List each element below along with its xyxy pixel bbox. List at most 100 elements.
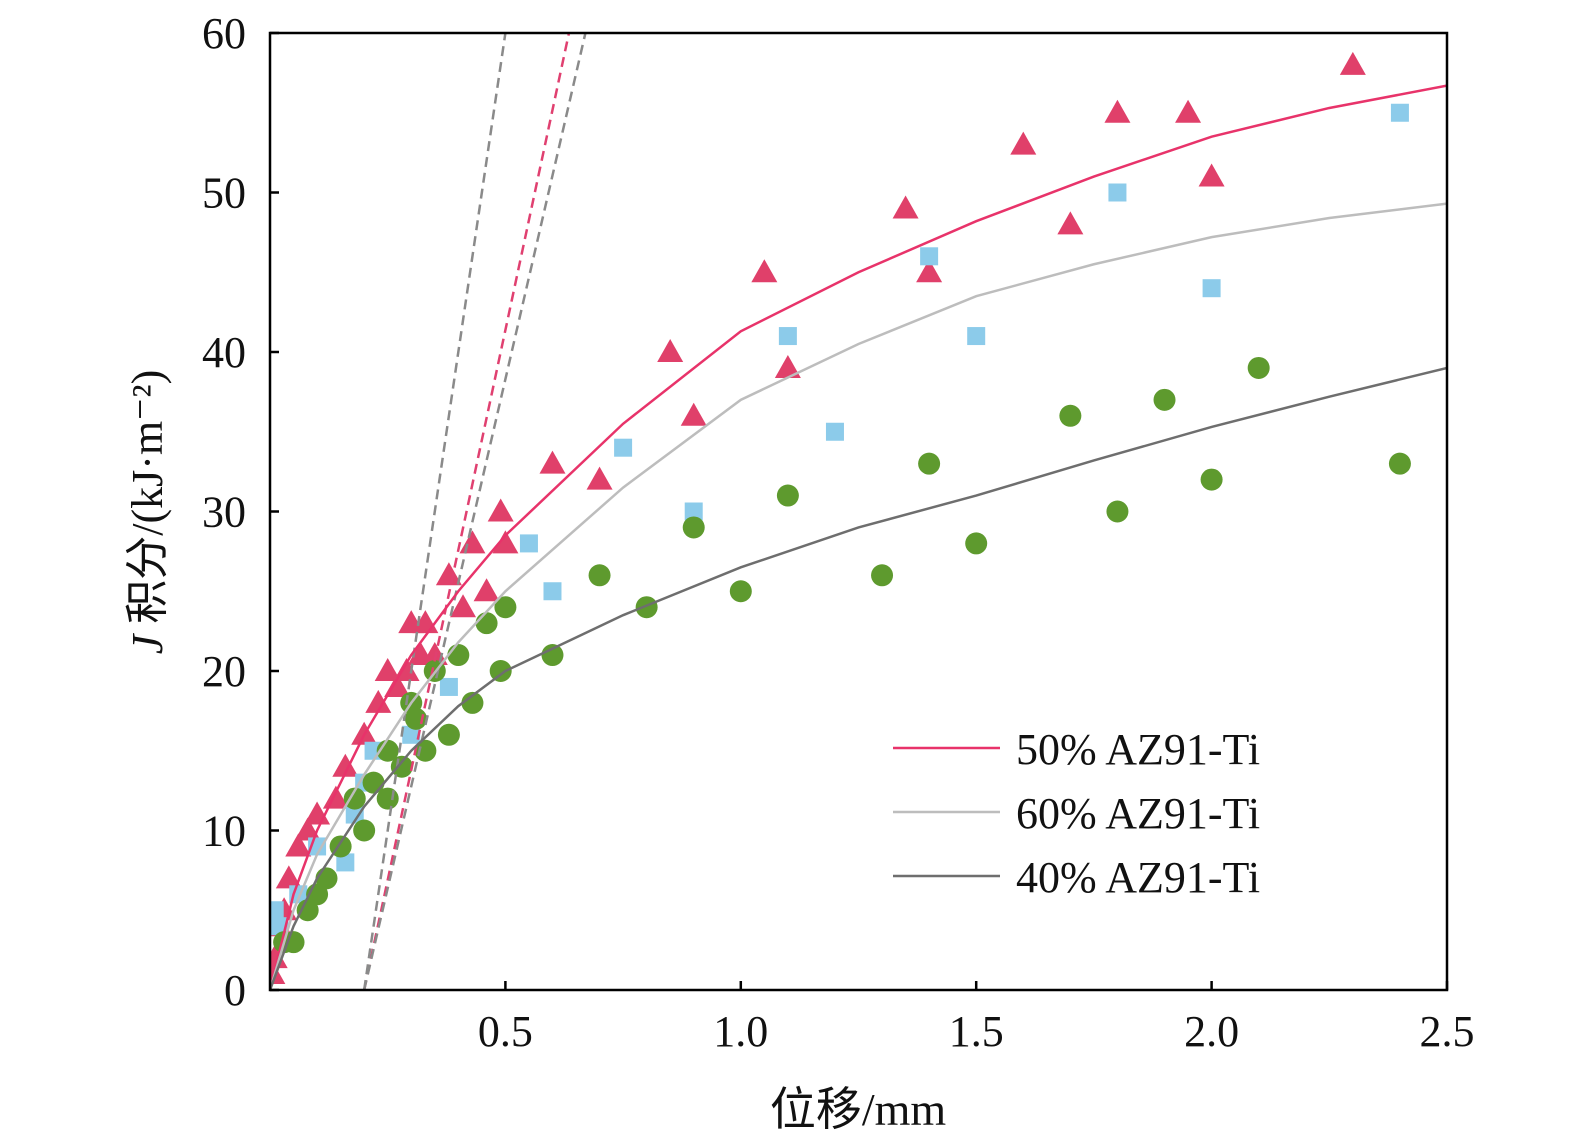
triangle-point bbox=[1104, 99, 1131, 123]
square-point bbox=[920, 247, 939, 266]
circle-point bbox=[965, 532, 988, 555]
triangle-point bbox=[916, 259, 943, 283]
triangle-point bbox=[751, 259, 778, 283]
x-tick-label: 1.0 bbox=[713, 1007, 768, 1056]
axes: 0.5 1.0 1.5 2.0 2.5 0 10 20 30 40 50 60 bbox=[202, 9, 1475, 1056]
x-tick-label: 0.5 bbox=[478, 1007, 533, 1056]
square-point bbox=[270, 901, 284, 920]
circle-point bbox=[404, 707, 427, 730]
triangle-point bbox=[774, 354, 801, 378]
y-tick-label: 50 bbox=[202, 169, 246, 218]
circle-point bbox=[541, 644, 564, 667]
triangle-point bbox=[332, 753, 359, 777]
circle-point bbox=[1200, 468, 1223, 491]
blunting-line-2 bbox=[362, 33, 507, 990]
circle-point bbox=[475, 612, 498, 635]
circle-point bbox=[343, 787, 366, 810]
circle-point bbox=[1247, 356, 1270, 379]
circle-point bbox=[729, 580, 752, 603]
fit-curve-2 bbox=[270, 366, 1447, 990]
legend-label-2: 40% AZ91-Ti bbox=[1016, 853, 1260, 902]
square-point bbox=[519, 534, 538, 553]
y-axis-label-italic: J bbox=[123, 632, 172, 654]
legend: 50% AZ91-Ti 60% AZ91-Ti 40% AZ91-Ti bbox=[893, 725, 1260, 902]
triangle-point bbox=[1057, 211, 1084, 235]
circle-point bbox=[588, 564, 611, 587]
circle-point bbox=[353, 819, 376, 842]
circle-point bbox=[362, 771, 385, 794]
legend-label-0: 50% AZ91-Ti bbox=[1016, 725, 1260, 774]
y-tick-label: 10 bbox=[202, 807, 246, 856]
square-point bbox=[345, 805, 364, 824]
triangle-point bbox=[285, 833, 312, 857]
y-tick-label: 60 bbox=[202, 9, 246, 58]
circle-point bbox=[1388, 452, 1411, 475]
y-tick-label: 0 bbox=[224, 966, 246, 1015]
y-tick-label: 40 bbox=[202, 328, 246, 377]
series-layer bbox=[270, 33, 1447, 990]
circle-point bbox=[682, 516, 705, 539]
y-tick-label: 20 bbox=[202, 647, 246, 696]
circle-point bbox=[414, 739, 437, 762]
blunting-line-0 bbox=[362, 33, 571, 990]
triangle-point bbox=[492, 530, 519, 554]
series-markers-1 bbox=[270, 103, 1409, 936]
triangle-point bbox=[374, 658, 401, 681]
circle-point bbox=[1153, 388, 1176, 411]
circle-point bbox=[437, 723, 460, 746]
square-point bbox=[336, 853, 355, 872]
triangle-point bbox=[657, 339, 684, 362]
x-axis-label: 位移/mm bbox=[770, 1084, 947, 1135]
triangle-point bbox=[407, 642, 434, 666]
square-point bbox=[1390, 103, 1409, 122]
square-point bbox=[1202, 279, 1221, 298]
square-point bbox=[1108, 183, 1127, 202]
square-point bbox=[543, 582, 562, 601]
square-point bbox=[614, 438, 633, 457]
triangle-point bbox=[1198, 163, 1225, 187]
blunting-line-1 bbox=[362, 33, 587, 990]
triangle-point bbox=[1175, 99, 1202, 123]
fit-curve-1 bbox=[270, 202, 1447, 990]
y-tick-label: 30 bbox=[202, 488, 246, 537]
triangle-point bbox=[365, 689, 392, 713]
square-point bbox=[684, 502, 703, 521]
circle-point bbox=[489, 660, 512, 682]
triangle-point bbox=[435, 562, 462, 586]
x-tick-label: 2.0 bbox=[1184, 1007, 1239, 1056]
circle-point bbox=[918, 452, 941, 475]
square-point bbox=[778, 327, 797, 346]
triangle-point bbox=[1010, 131, 1037, 155]
triangle-point bbox=[487, 498, 514, 522]
circle-point bbox=[776, 484, 799, 507]
plot-frame bbox=[268, 31, 1449, 992]
square-point bbox=[439, 677, 458, 696]
circle-point bbox=[1059, 404, 1082, 427]
y-axis-label-rest: 积分/(kJ·m⁻²) bbox=[123, 370, 172, 635]
y-axis-label: J 积分/(kJ·m⁻²) bbox=[123, 370, 172, 654]
x-tick-label: 1.5 bbox=[949, 1007, 1004, 1056]
triangle-point bbox=[450, 594, 477, 618]
x-tick-label: 2.5 bbox=[1420, 1007, 1475, 1056]
triangle-point bbox=[459, 530, 486, 554]
circle-point bbox=[461, 691, 484, 714]
triangle-point bbox=[586, 466, 613, 490]
square-point bbox=[825, 422, 844, 441]
circle-point bbox=[1106, 500, 1129, 523]
circle-point bbox=[635, 596, 658, 619]
series-markers-0 bbox=[270, 51, 1366, 985]
circle-point bbox=[447, 644, 470, 667]
circle-point bbox=[871, 564, 894, 587]
triangle-point bbox=[892, 195, 919, 219]
circle-point bbox=[390, 755, 413, 778]
plot-area bbox=[270, 33, 1447, 990]
fit-curve-0 bbox=[270, 84, 1447, 990]
triangle-point bbox=[294, 817, 321, 841]
triangle-point bbox=[1339, 51, 1366, 75]
legend-label-1: 60% AZ91-Ti bbox=[1016, 789, 1260, 838]
square-point bbox=[967, 327, 986, 346]
triangle-point bbox=[539, 450, 566, 474]
circle-point bbox=[494, 596, 517, 619]
square-point bbox=[402, 725, 421, 744]
